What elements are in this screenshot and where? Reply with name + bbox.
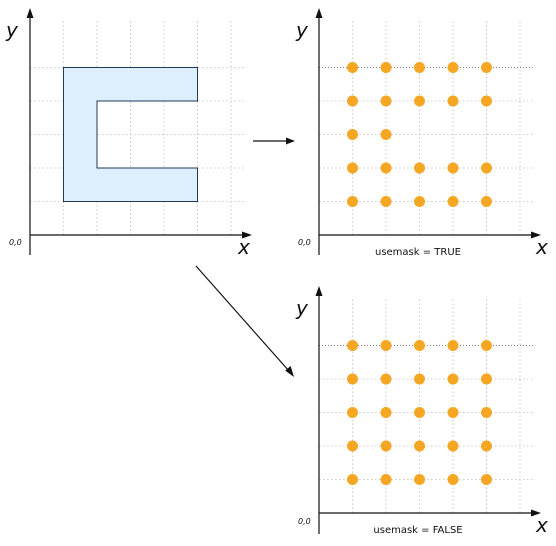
caption-usemask-false: usemask = FALSE <box>373 525 462 536</box>
arrow-to-usemask-true <box>253 137 295 145</box>
grid-point <box>347 129 358 140</box>
y-axis-arrowhead <box>26 8 34 18</box>
axes <box>315 286 541 534</box>
x-axis-label: x <box>535 513 548 537</box>
grid-point <box>414 196 425 207</box>
grid-point <box>380 440 392 452</box>
x-axis-arrowhead <box>242 231 252 239</box>
grid-point <box>414 95 425 107</box>
grid-point <box>347 95 358 107</box>
grid-point <box>481 62 492 73</box>
grid-point <box>380 95 392 107</box>
grid-point <box>447 340 459 351</box>
grid-lines <box>30 20 246 235</box>
grid-point <box>380 162 392 174</box>
y-axis-arrowhead <box>315 286 323 296</box>
grid-point <box>380 129 392 140</box>
grid-point <box>380 474 392 485</box>
grid-point <box>481 196 492 207</box>
x-axis-arrowhead <box>531 509 541 517</box>
y-axis-label: y <box>295 18 309 42</box>
grid-point <box>447 162 459 174</box>
grid-point <box>481 162 492 174</box>
grid-point <box>380 62 392 73</box>
x-axis-label: x <box>237 235 250 259</box>
caption-usemask-true: usemask = TRUE <box>375 247 461 258</box>
x-axis-label: x <box>535 235 548 259</box>
polygon-layer <box>63 67 198 202</box>
grid-point <box>347 196 358 207</box>
grid-point <box>447 474 459 485</box>
grid-point <box>481 340 492 351</box>
origin-label: 0,0 <box>298 517 311 526</box>
grid-point <box>347 62 358 73</box>
panel-input: y x 0,0 <box>5 8 252 259</box>
y-axis-label: y <box>5 18 19 42</box>
grid-point <box>481 373 492 385</box>
grid-point <box>347 340 358 351</box>
grid-point <box>414 62 425 73</box>
grid-point <box>447 440 459 452</box>
grid-point <box>447 62 459 73</box>
y-axis-arrowhead <box>315 8 323 18</box>
grid-point <box>347 440 358 452</box>
grid-point <box>347 407 358 418</box>
grid-point <box>380 407 392 418</box>
points-layer <box>347 62 492 207</box>
axes <box>315 8 541 255</box>
origin-label: 0,0 <box>298 238 311 247</box>
grid-point <box>481 440 492 452</box>
grid-point <box>347 373 358 385</box>
grid-point <box>481 474 492 485</box>
grid-point <box>447 373 459 385</box>
grid-point <box>447 407 459 418</box>
grid-point <box>447 196 459 207</box>
grid-point <box>414 162 425 174</box>
grid-point <box>347 474 358 485</box>
axes <box>26 8 252 255</box>
panel-usemask-false: y x 0,0 usemask = FALSE <box>295 286 548 537</box>
grid-point <box>414 373 425 385</box>
grid-point <box>380 373 392 385</box>
grid-point <box>414 340 425 351</box>
grid-point <box>380 340 392 351</box>
grid-point <box>380 196 392 207</box>
panel-usemask-true: y x 0,0 usemask = TRUE <box>295 8 548 259</box>
grid-point <box>414 440 425 452</box>
grid-point <box>414 407 425 418</box>
grid-point <box>481 95 492 107</box>
origin-label: 0,0 <box>9 238 22 247</box>
y-axis-label: y <box>295 296 309 320</box>
grid-point <box>347 162 358 174</box>
grid-point <box>447 95 459 107</box>
arrow-to-usemask-false <box>195 265 294 377</box>
grid-point <box>414 474 425 485</box>
points-layer <box>347 340 492 485</box>
x-axis-arrowhead <box>531 231 541 239</box>
c-shaped-polygon <box>63 67 198 202</box>
grid-point <box>481 407 492 418</box>
